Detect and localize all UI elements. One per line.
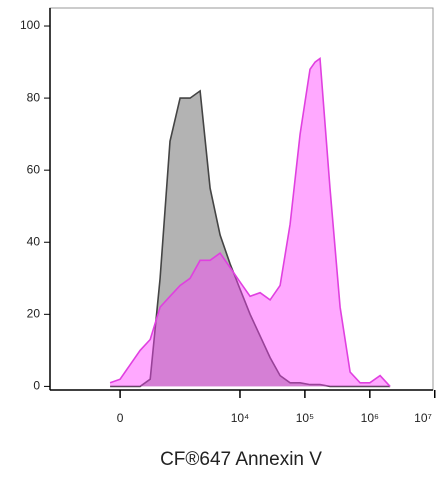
series-line [109, 57, 391, 387]
y-tick-label: 20 [27, 306, 41, 320]
x-tick-label: 10⁴ [231, 411, 250, 425]
area-fill [110, 58, 391, 387]
x-tick-label: 0 [117, 411, 124, 425]
series-line [110, 89, 391, 388]
y-tick-label: 0 [33, 379, 40, 393]
x-tick-label: 10⁶ [361, 411, 379, 425]
y-tick-label: 80 [27, 90, 41, 104]
x-tick-label: 10⁷ [414, 411, 432, 425]
area-fill [110, 90, 391, 387]
x-tick-label: 10⁵ [296, 411, 314, 425]
y-tick-label: 60 [27, 162, 41, 176]
x-axis-label: CF®647 Annexin V [160, 449, 322, 470]
y-tick-label: 100 [20, 18, 40, 32]
y-tick-label: 40 [27, 234, 41, 248]
